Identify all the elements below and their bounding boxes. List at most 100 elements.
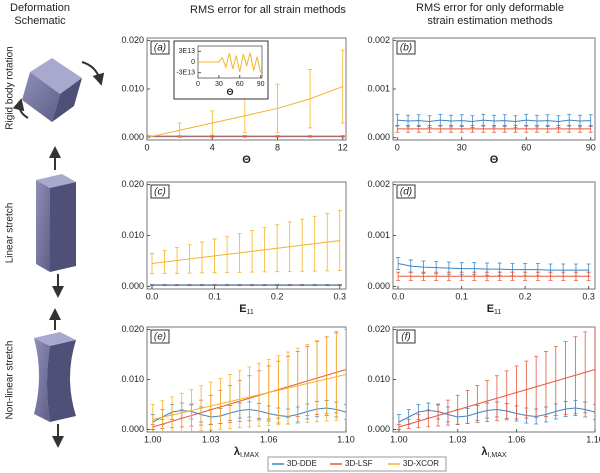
error-bar xyxy=(567,125,572,133)
y-tick-label: 0.020 xyxy=(121,35,144,45)
header: strain estimation methods xyxy=(427,15,553,27)
error-bar xyxy=(524,360,529,419)
error-bar xyxy=(426,409,431,428)
x-tick-label: 0 xyxy=(196,81,200,88)
x-tick-label: 4 xyxy=(210,142,215,152)
error-bar xyxy=(257,362,262,427)
y-tick-label: 0.000 xyxy=(121,424,144,434)
stretched-prism xyxy=(36,146,76,298)
error-bar xyxy=(286,351,291,425)
x-tick-label: 1.03 xyxy=(449,434,467,444)
panel-label-box xyxy=(396,184,416,199)
y-tick-label: 0 xyxy=(191,59,195,66)
error-bar xyxy=(344,327,346,413)
x-tick-label: 1.10 xyxy=(337,434,355,444)
error-bar xyxy=(573,336,578,415)
error-bar xyxy=(408,271,413,281)
error-bar xyxy=(593,404,595,420)
error-bar xyxy=(300,284,305,287)
x-tick-label: 0.1 xyxy=(455,291,468,301)
error-bar xyxy=(510,271,515,281)
error-bar xyxy=(344,329,346,420)
error-bar xyxy=(225,284,230,287)
error-bar xyxy=(427,125,432,133)
error-bar xyxy=(175,284,180,287)
error-bar xyxy=(472,271,477,281)
y-tick-label: 0.002 xyxy=(367,35,390,45)
error-bar xyxy=(308,135,313,137)
x-tick-label: 0.3 xyxy=(582,291,595,301)
error-bar xyxy=(396,257,401,271)
error-bar xyxy=(416,414,421,429)
series-line xyxy=(198,52,262,73)
panel: 0.000 0.010 0.020 0.0 0.1 0.2 0.3 E11 (c) xyxy=(121,179,347,316)
x-axis-label-sub: I,MAX xyxy=(488,452,507,459)
error-bar xyxy=(588,125,593,133)
x-tick-label: 8 xyxy=(275,142,280,152)
x-tick-label: 30 xyxy=(215,81,223,88)
error-bar xyxy=(492,125,496,133)
error-bar xyxy=(577,125,582,133)
error-bar xyxy=(421,271,426,281)
error-bar xyxy=(334,332,339,421)
error-bar xyxy=(446,271,451,281)
y-tick-label: 0.000 xyxy=(367,424,390,434)
error-bar xyxy=(312,215,317,272)
y-tick-label: 0.020 xyxy=(367,324,390,334)
x-axis-label-base: E xyxy=(487,303,494,315)
error-bar xyxy=(534,125,539,133)
error-bar xyxy=(242,135,247,137)
plot-content xyxy=(150,210,342,287)
error-bar xyxy=(337,284,342,287)
error-bar xyxy=(513,125,518,133)
x-tick-label: 0.0 xyxy=(146,291,159,301)
y-tick-label: 0.000 xyxy=(367,132,390,142)
x-axis-label-base: Θ xyxy=(226,87,233,97)
inset-frame xyxy=(173,40,269,100)
series-line xyxy=(151,240,340,265)
y-tick-label: 0.020 xyxy=(121,179,144,189)
error-bar xyxy=(262,227,267,273)
x-axis-label: E11 xyxy=(239,303,254,316)
x-tick-label: 1.03 xyxy=(202,434,220,444)
error-bar xyxy=(523,271,528,281)
y-tick-label: 0.010 xyxy=(367,374,390,384)
error-bar xyxy=(586,271,591,281)
error-bar xyxy=(337,210,342,272)
panel-label-box xyxy=(150,329,170,344)
error-bar xyxy=(396,271,401,281)
x-tick-label: 1.06 xyxy=(508,434,526,444)
error-bar xyxy=(340,49,345,124)
panel-label-box xyxy=(150,40,170,55)
error-bar xyxy=(247,366,252,428)
error-bar xyxy=(593,327,595,413)
plot-content xyxy=(150,327,346,432)
error-bar xyxy=(237,232,242,273)
x-axis-label: λI,MAX xyxy=(481,446,507,459)
error-bar xyxy=(315,340,320,423)
error-bar xyxy=(396,424,401,430)
panel: 0.000 0.010 0.020 0 4 8 12 Θ (a) xyxy=(121,35,347,166)
error-bar xyxy=(147,135,149,137)
error-bar xyxy=(475,385,480,423)
y-tick-label: 0.001 xyxy=(367,230,390,240)
error-bar xyxy=(535,271,540,281)
rotated-cube xyxy=(12,58,105,122)
error-bar xyxy=(177,122,182,138)
panel-label: (c) xyxy=(154,187,166,198)
error-bar xyxy=(340,135,345,137)
error-bar xyxy=(583,331,588,414)
panel: 0.000 0.001 0.002 0.0 0.1 0.2 0.3 E11 (d) xyxy=(367,179,596,316)
panel: 0.000 0.010 0.020 1.00 1.03 1.06 1.10 λI,MAX (e) xyxy=(121,324,354,459)
error-bar xyxy=(162,250,167,274)
panel-label: (e) xyxy=(154,332,166,343)
x-axis-label: Θ xyxy=(226,87,233,97)
x-axis-label-base: Θ xyxy=(490,154,499,166)
error-bar xyxy=(175,247,180,274)
error-bar xyxy=(485,380,490,422)
x-tick-label: 1.06 xyxy=(260,434,278,444)
x-tick-label: 1.10 xyxy=(586,434,600,444)
error-bar xyxy=(262,284,267,287)
legend: 3D-DDE 3D-LSF 3D-XCOR xyxy=(267,456,447,472)
y-tick-label: 0.001 xyxy=(367,83,390,93)
